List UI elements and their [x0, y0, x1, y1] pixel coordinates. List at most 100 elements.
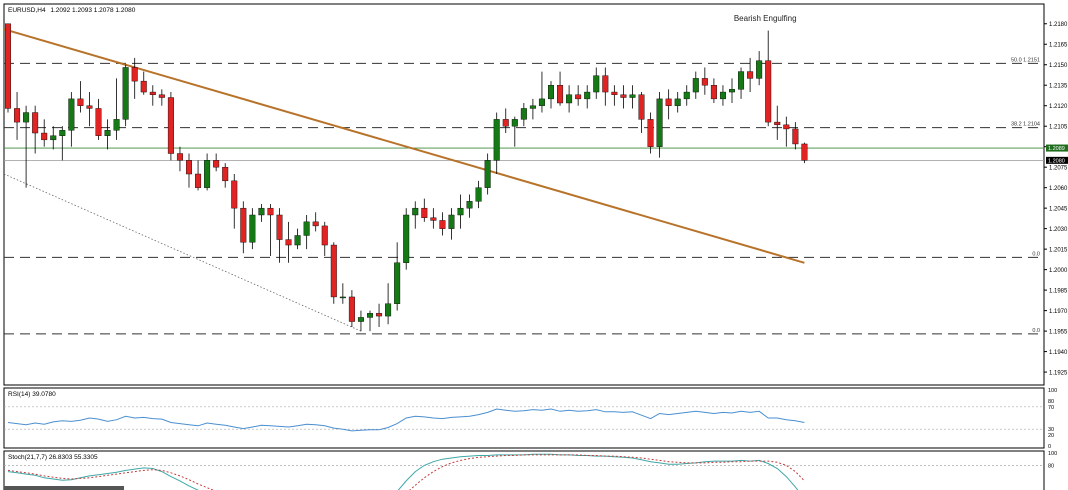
- bullish-candle: [23, 105, 30, 188]
- bearish-candle: [158, 89, 165, 106]
- candle-body: [656, 98, 663, 147]
- fib-level-label: 0.0: [1032, 328, 1040, 334]
- price-tick-label: 1.1955: [1049, 329, 1068, 335]
- bearish-candle: [267, 204, 274, 256]
- bearish-candle: [213, 153, 220, 172]
- bearish-candle: [439, 212, 446, 236]
- bullish-candle: [511, 116, 518, 147]
- candle-body: [602, 75, 609, 93]
- candle-body: [258, 207, 265, 216]
- bullish-candle: [412, 201, 419, 229]
- candle-body: [674, 98, 681, 106]
- candle-body: [783, 124, 790, 130]
- candle-body: [330, 244, 337, 298]
- indicator-tick-label: 80: [1048, 399, 1054, 405]
- candle-body: [50, 135, 57, 141]
- bearish-candle: [231, 174, 238, 229]
- candle-body: [729, 89, 736, 93]
- bullish-candle: [756, 51, 763, 86]
- bearish-candle: [95, 98, 102, 140]
- bearish-candle: [140, 71, 147, 95]
- candle-body: [575, 94, 582, 100]
- rsi-line: [7, 408, 805, 432]
- bullish-candle: [204, 153, 211, 191]
- candle-body: [113, 119, 120, 131]
- bullish-candle: [457, 194, 464, 229]
- bearish-candle: [647, 112, 654, 154]
- candle-body: [520, 108, 527, 120]
- bullish-candle: [566, 85, 573, 113]
- bearish-candle: [222, 163, 229, 188]
- bullish-candle: [738, 67, 745, 99]
- bearish-candle: [14, 92, 21, 140]
- candle-body: [665, 98, 672, 106]
- bullish-candle: [466, 194, 473, 218]
- stoch-label: Stoch(21,7,7) 26.8303 55.3305: [8, 454, 98, 461]
- bearish-candle: [167, 92, 174, 161]
- candle-body: [756, 60, 763, 79]
- indicator-tick-label: 0: [1048, 444, 1051, 450]
- candle-body: [213, 160, 220, 168]
- bearish-candle: [312, 212, 319, 232]
- bullish-candle: [104, 119, 111, 150]
- candle-body: [511, 119, 518, 127]
- bearish-candle: [638, 92, 645, 134]
- stoch-pane-frame: [3, 450, 1045, 490]
- horizontal-scrollbar[interactable]: [4, 486, 124, 490]
- candle-body: [430, 217, 437, 221]
- bullish-candle: [548, 81, 555, 109]
- candle-body: [204, 160, 211, 188]
- candle-body: [294, 235, 301, 246]
- bearish-candle: [602, 67, 609, 106]
- candle-body: [376, 313, 383, 317]
- candle-body: [267, 207, 274, 216]
- bullish-candle: [529, 98, 536, 120]
- bearish-candle: [41, 119, 48, 147]
- bearish-candle: [195, 160, 202, 191]
- fib-levels: 50.0 1.2151 38.2 1.2104 0.0 0.0: [4, 57, 1044, 335]
- stoch-pane[interactable]: 100 80 Stoch(21,7,7) 26.8303 55.3305: [3, 450, 1057, 490]
- bearish-engulfing-annotation: Bearish Engulfing: [734, 14, 797, 23]
- bullish-candle: [475, 180, 482, 209]
- bearish-candle: [348, 290, 355, 327]
- price-axis[interactable]: 1.2180 1.2165 1.2150 1.2135 1.2120 1.2105 1.20…: [1044, 22, 1068, 376]
- bearish-candle: [710, 78, 717, 103]
- bearish-candle: [32, 105, 39, 154]
- bearish-candle: [176, 146, 183, 172]
- bearish-candle: [792, 122, 799, 150]
- bullish-candle: [294, 228, 301, 250]
- candle-body: [367, 313, 374, 318]
- candle-body: [692, 78, 699, 93]
- bullish-candle: [258, 204, 265, 222]
- main-pane[interactable]: 50.0 1.2151 38.2 1.2104 0.0 0.0 1.2180 1.216…: [3, 3, 1068, 386]
- bearish-candle: [611, 85, 618, 106]
- bearish-candle: [4, 23, 11, 113]
- bullish-candle: [719, 85, 726, 106]
- bullish-candle: [683, 85, 690, 106]
- candle-body: [321, 225, 328, 246]
- candle-body: [249, 214, 256, 243]
- candle-body: [647, 119, 654, 147]
- bullish-candle: [50, 126, 57, 150]
- stoch-signal-line: [7, 454, 805, 490]
- bearish-candle: [131, 57, 138, 99]
- indicator-tick-label: 100: [1048, 388, 1057, 394]
- bearish-candle: [620, 85, 627, 109]
- bullish-candle: [113, 78, 120, 140]
- candle-body: [710, 85, 717, 100]
- bullish-candle: [68, 92, 75, 147]
- price-line-labels: 1.2089 1.2080: [1046, 144, 1068, 164]
- candle-body: [629, 94, 636, 98]
- bearish-candle: [701, 67, 708, 95]
- candle-body: [357, 317, 364, 322]
- price-tick-label: 1.2000: [1049, 268, 1068, 274]
- candle-body: [448, 214, 455, 229]
- candle-body: [240, 207, 247, 243]
- price-tick-label: 1.2150: [1049, 63, 1068, 69]
- candle-body: [566, 94, 573, 104]
- bullish-candle: [656, 92, 663, 158]
- fib-level-label: 50.0 1.2151: [1011, 57, 1040, 63]
